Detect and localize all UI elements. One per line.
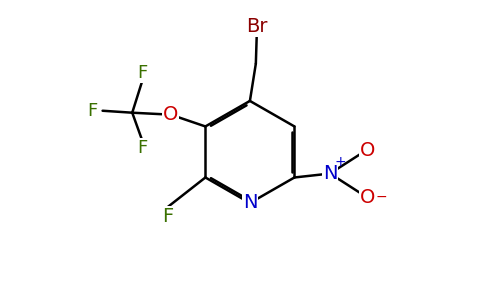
- Text: F: F: [137, 139, 147, 157]
- Text: Br: Br: [246, 17, 268, 36]
- Text: N: N: [323, 164, 337, 183]
- Text: F: F: [137, 64, 147, 82]
- Text: O: O: [360, 140, 375, 160]
- Text: N: N: [242, 194, 257, 212]
- Text: O: O: [163, 105, 179, 124]
- Text: −: −: [376, 190, 387, 204]
- Text: F: F: [162, 207, 173, 226]
- Text: +: +: [334, 155, 346, 169]
- Text: F: F: [88, 102, 98, 120]
- Text: O: O: [360, 188, 375, 207]
